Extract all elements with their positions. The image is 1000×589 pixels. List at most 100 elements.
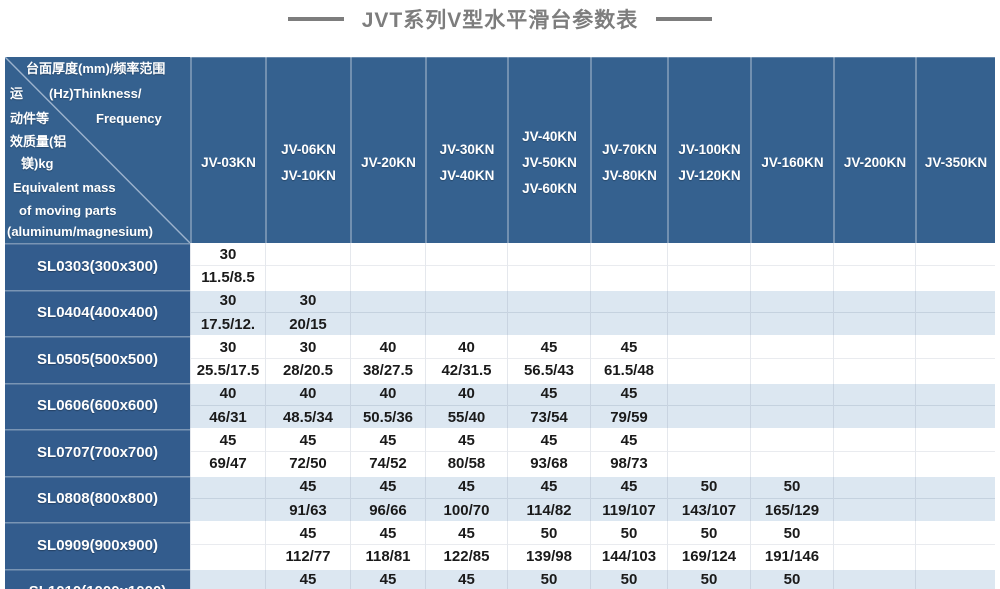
frequency-mass-value: 112/77 (285, 548, 331, 566)
thickness-value: 45 (426, 569, 507, 589)
data-cell (507, 243, 590, 290)
data-cell (667, 243, 750, 290)
frequency-mass-value: 79/59 (610, 408, 648, 426)
thickness-value: 45 (351, 476, 425, 499)
data-cell (425, 289, 507, 336)
row-header-label: SL0606(600x600) (37, 397, 158, 415)
frequency-mass-value (591, 266, 667, 289)
frequency-mass-value: 144/103 (601, 548, 657, 566)
data-cell (915, 243, 995, 290)
thickness-value: 40 (351, 383, 425, 406)
column-header-label: JV-80KN (602, 168, 657, 183)
column-header-1: JV-06KN JV-10KN (265, 57, 350, 243)
column-header-label: JV-40KN (522, 129, 577, 144)
row-header-label: SL1010(1000x1000) (29, 583, 167, 589)
thickness-value (916, 243, 995, 267)
row-header-label: SL0505(500x500) (37, 350, 158, 368)
thickness-value (916, 290, 995, 313)
thickness-value: 45 (508, 336, 590, 360)
frequency-mass-value: 143/107 (681, 501, 737, 519)
thickness-value (668, 383, 750, 406)
table-row: SL0606(600x600) 40 46/31 40 48.5/34 40 50.5/36… (5, 382, 995, 429)
frequency-mass-value: 119/107 (602, 501, 656, 519)
thickness-value: 45 (426, 476, 507, 499)
data-cell (190, 568, 265, 589)
thickness-value (916, 383, 995, 406)
thickness-value (751, 290, 833, 313)
column-header-label: JV-100KN (678, 142, 741, 157)
frequency-mass-value: 191/146 (764, 548, 820, 566)
column-header-label: JV-03KN (201, 155, 256, 170)
table-row: SL0505(500x500) 30 25.5/17.5 30 28/20.5 40 38/… (5, 336, 995, 383)
thickness-value: 50 (668, 476, 750, 499)
data-cell (833, 289, 915, 336)
data-cell: 50 191/146 (750, 522, 833, 569)
column-header-9: JV-350KN (915, 57, 995, 243)
frequency-mass-value: 122/85 (443, 548, 490, 566)
frequency-mass-value: 165/129 (764, 501, 820, 519)
row-header: SL0808(800x800) (5, 475, 190, 522)
corner-header-line: 镁)kg (21, 156, 54, 171)
data-cell (833, 382, 915, 429)
thickness-value: 30 (191, 336, 265, 360)
thickness-value (508, 243, 590, 267)
thickness-value: 45 (508, 429, 590, 453)
page-title-row: JVT系列V型水平滑台参数表 (0, 2, 1000, 36)
frequency-mass-value (266, 266, 350, 289)
data-cell: 45 (425, 568, 507, 589)
column-header-label: JV-60KN (522, 181, 577, 196)
thickness-value (751, 429, 833, 453)
data-cell: 50 (507, 568, 590, 589)
column-header-label: JV-70KN (602, 142, 657, 157)
thickness-value: 45 (191, 429, 265, 453)
data-cell (350, 243, 425, 290)
thickness-value (834, 383, 915, 406)
thickness-value: 40 (426, 383, 507, 406)
page-title: JVT系列V型水平滑台参数表 (361, 9, 639, 32)
column-header-label: JV-20KN (361, 155, 416, 170)
data-cell: 45 118/81 (350, 522, 425, 569)
thickness-value: 30 (191, 243, 265, 267)
data-cell (425, 243, 507, 290)
row-header-label: SL0707(700x700) (37, 443, 158, 461)
data-cell: 45 74/52 (350, 429, 425, 476)
column-header-5: JV-70KN JV-80KN (590, 57, 667, 243)
data-cell (833, 243, 915, 290)
frequency-mass-value (668, 266, 750, 289)
thickness-value: 50 (508, 522, 590, 546)
frequency-mass-value (916, 313, 995, 336)
thickness-value: 45 (591, 476, 667, 499)
thickness-value: 50 (591, 569, 667, 589)
data-cell: 50 (667, 568, 750, 589)
thickness-value (834, 569, 915, 589)
column-header-label: JV-30KN (439, 142, 495, 157)
frequency-mass-value: 93/68 (530, 455, 568, 473)
data-cell (915, 429, 995, 476)
frequency-mass-value: 96/66 (369, 501, 407, 519)
data-cell (915, 336, 995, 383)
thickness-value: 40 (191, 383, 265, 406)
data-cell: 45 93/68 (507, 429, 590, 476)
frequency-mass-value: 20/15 (289, 315, 327, 333)
data-cell (833, 336, 915, 383)
frequency-mass-value (834, 452, 915, 475)
row-header: SL1010(1000x1000) (5, 568, 190, 589)
column-header-label: JV-120KN (678, 168, 741, 183)
frequency-mass-value (591, 313, 667, 336)
header-row: 台面厚度(mm)/频率范围运 (Hz)Thinkness/动件等 Frequency… (5, 57, 995, 243)
frequency-mass-value: 80/58 (447, 455, 486, 473)
data-cell: 45 98/73 (590, 429, 667, 476)
data-cell (833, 568, 915, 589)
thickness-value (834, 336, 915, 360)
frequency-mass-value (751, 313, 833, 336)
frequency-mass-value: 42/31.5 (441, 362, 492, 380)
thickness-value: 30 (266, 336, 350, 360)
data-cell (190, 522, 265, 569)
thickness-value (668, 243, 750, 267)
frequency-mass-value: 46/31 (209, 408, 247, 426)
data-cell: 45 96/66 (350, 475, 425, 522)
table-row: SL0707(700x700) 45 69/47 45 72/50 45 74/52 45 80… (5, 429, 995, 476)
frequency-mass-value: 50.5/36 (362, 408, 414, 426)
thickness-value: 50 (751, 476, 833, 499)
thickness-value (916, 336, 995, 360)
